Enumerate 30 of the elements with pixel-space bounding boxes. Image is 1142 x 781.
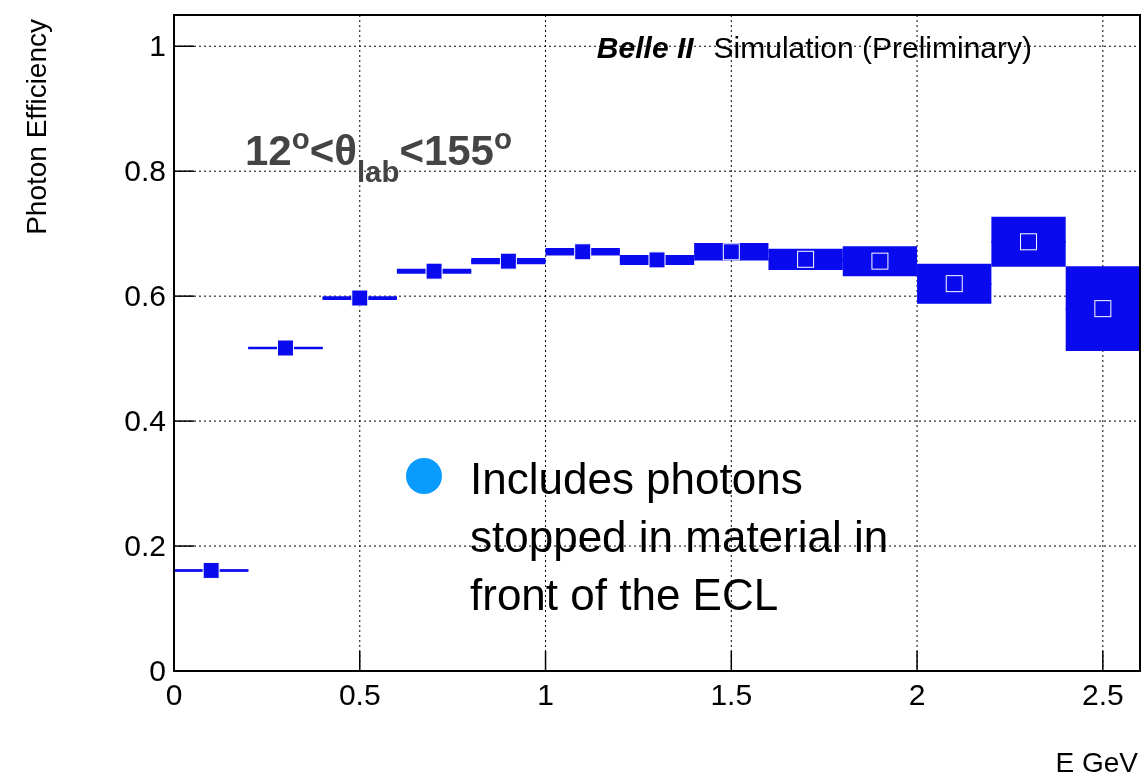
point bbox=[797, 250, 815, 268]
point bbox=[574, 243, 592, 261]
annotation: Includes photons stopped in material in front of the ECL bbox=[470, 454, 889, 619]
x-tick-label: 2.5 bbox=[1081, 678, 1124, 711]
x-tick-label: 0.5 bbox=[338, 678, 381, 711]
point bbox=[722, 243, 740, 261]
annotation: 12$^{o}$<θ$_{lab}$<155$^{o}$ bbox=[245, 121, 512, 188]
point bbox=[945, 275, 963, 293]
x-tick-label: 1.5 bbox=[710, 678, 753, 711]
y-axis-title: Photon Efficiency bbox=[21, 19, 52, 235]
text: Belle II bbox=[596, 31, 695, 64]
point bbox=[499, 252, 517, 270]
point bbox=[1094, 300, 1112, 318]
point bbox=[425, 262, 443, 280]
point bbox=[276, 339, 294, 357]
y-tick-label: 0 bbox=[149, 654, 166, 687]
x-tick-label: 2 bbox=[908, 678, 926, 711]
text: Simulation (Preliminary) bbox=[713, 31, 1032, 64]
y-tick-label: 0.4 bbox=[124, 404, 166, 438]
x-axis-title: E GeV bbox=[1055, 747, 1139, 778]
point bbox=[202, 561, 220, 579]
y-tick-label: 1 bbox=[149, 29, 166, 63]
point bbox=[648, 251, 666, 269]
y-tick-label: 0.8 bbox=[124, 154, 166, 188]
x-tick-label: 1 bbox=[537, 678, 554, 711]
y-tick-label: 0.2 bbox=[124, 529, 166, 563]
y-tick-label: 0.6 bbox=[124, 279, 166, 313]
point bbox=[871, 252, 889, 270]
point bbox=[351, 289, 369, 307]
point bbox=[1020, 233, 1038, 251]
